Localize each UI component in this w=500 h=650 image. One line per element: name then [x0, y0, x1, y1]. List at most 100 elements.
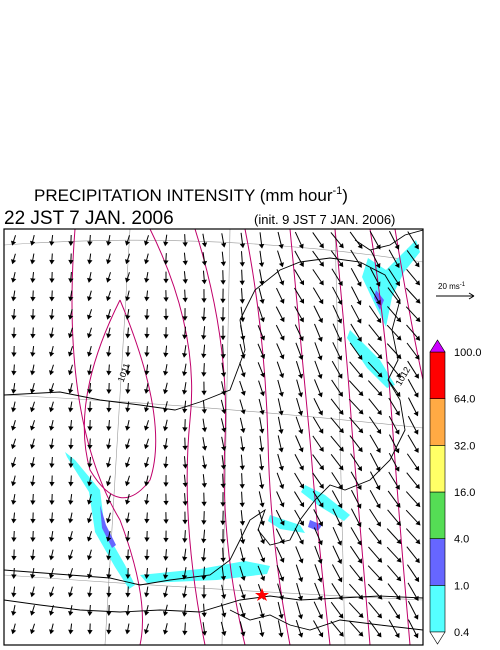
- wind-arrowhead: [258, 243, 265, 249]
- wind-arrowhead: [49, 333, 55, 339]
- wind-arrowhead: [357, 447, 363, 453]
- wind-arrowhead: [221, 427, 227, 433]
- wind-arrowhead: [297, 392, 303, 398]
- wind-arrowhead: [297, 373, 304, 379]
- wind-arrowhead: [376, 632, 382, 638]
- wind-arrowhead: [358, 372, 363, 378]
- wind-arrowhead: [87, 259, 93, 265]
- wind-arrowhead: [396, 372, 402, 378]
- wind-arrowhead: [87, 573, 93, 579]
- wind-arrowhead: [240, 539, 246, 545]
- wind-arrowhead: [377, 594, 383, 600]
- wind-arrowhead: [106, 407, 112, 413]
- wind-arrowhead: [377, 613, 383, 619]
- wind-arrowhead: [144, 462, 150, 468]
- wind-arrowhead: [415, 502, 421, 508]
- wind-arrowhead: [279, 502, 285, 508]
- wind-arrowhead: [338, 595, 343, 601]
- wind-arrowhead: [144, 388, 150, 394]
- precip-areas: [65, 240, 420, 589]
- wind-arrowhead: [356, 318, 362, 324]
- wind-arrowhead: [240, 372, 246, 378]
- wind-arrowhead: [182, 556, 188, 562]
- wind-arrowhead: [338, 243, 344, 249]
- wind-arrowhead: [298, 539, 304, 545]
- wind-arrowhead: [48, 388, 55, 394]
- wind-arrowhead: [377, 372, 383, 378]
- wind-arrowhead: [317, 373, 323, 380]
- wind-arrowhead: [259, 280, 265, 286]
- wind-vectors: [10, 230, 421, 639]
- wind-arrowhead: [259, 520, 265, 526]
- colorbar-label: 4.0: [454, 534, 469, 546]
- wind-arrowhead: [181, 593, 188, 599]
- wind-arrowhead: [260, 557, 266, 563]
- wind-arrowhead: [338, 613, 344, 619]
- wind-arrowhead: [125, 389, 131, 394]
- wind-arrowhead: [240, 335, 246, 341]
- wind-arrowhead: [278, 391, 284, 397]
- wind-arrowhead: [201, 557, 207, 562]
- colorbar-over: [429, 339, 446, 353]
- wind-arrowhead: [220, 520, 226, 526]
- wind-arrowhead: [29, 629, 36, 635]
- wind-arrowhead: [163, 370, 169, 376]
- wind-arrowhead: [86, 536, 93, 542]
- wind-arrowhead: [414, 483, 420, 490]
- wind-arrowhead: [125, 592, 131, 598]
- wind-arrowhead: [106, 574, 112, 579]
- wind-arrowhead: [144, 407, 150, 413]
- wind-arrowhead: [162, 426, 169, 432]
- wind-arrowhead: [376, 409, 382, 416]
- wind-arrowhead: [181, 371, 188, 377]
- wind-arrowhead: [125, 352, 131, 357]
- wind-arrowhead: [10, 240, 17, 246]
- colorbar-label: 32.0: [454, 440, 475, 452]
- wind-arrowhead: [375, 503, 381, 509]
- wind-arrowhead: [144, 518, 150, 524]
- wind-arrowhead: [163, 278, 169, 284]
- wind-arrowhead: [29, 610, 36, 616]
- wind-arrowhead: [29, 407, 36, 413]
- wind-arrowhead: [279, 298, 285, 304]
- wind-arrowhead: [239, 262, 245, 267]
- wind-arrowhead: [338, 465, 344, 471]
- wind-arrowhead: [337, 299, 343, 305]
- wind-arrowhead: [162, 629, 169, 635]
- wind-arrowhead: [68, 536, 74, 542]
- wind-arrowhead: [11, 610, 17, 616]
- wind-arrowhead: [298, 558, 304, 564]
- wind-arrowhead: [143, 425, 150, 431]
- wind-arrowhead: [125, 574, 131, 579]
- wind-arrowhead: [125, 315, 131, 320]
- wind-arrowhead: [358, 409, 364, 415]
- wind-arrowhead: [144, 500, 150, 505]
- wind-arrowhead: [396, 538, 402, 545]
- wind-arrowhead: [163, 500, 169, 506]
- wind-arrowhead: [68, 518, 74, 524]
- wind-arrowhead: [395, 299, 401, 305]
- wind-arrowhead: [220, 557, 226, 563]
- wind-arrowhead: [201, 630, 208, 636]
- wind-arrowhead: [298, 632, 304, 638]
- wind-arrowhead: [414, 373, 419, 379]
- wind-arrowhead: [318, 280, 324, 286]
- wind-arrowhead: [182, 427, 188, 432]
- wind-arrowhead: [49, 278, 55, 283]
- wind-arrowhead: [221, 612, 227, 618]
- wind-arrowhead: [395, 614, 400, 620]
- wind-arrowhead: [182, 445, 188, 451]
- wind-arrowhead: [220, 483, 226, 489]
- wind-arrowhead: [201, 501, 207, 507]
- wind-arrowhead: [317, 336, 323, 342]
- wind-arrowhead: [30, 500, 36, 505]
- wind-arrowhead: [182, 316, 188, 321]
- wind-arrowhead: [182, 297, 188, 303]
- wind-arrowhead: [49, 444, 55, 450]
- wind-arrowhead: [201, 483, 207, 488]
- wind-arrowhead: [337, 280, 343, 287]
- wind-arrowhead: [10, 425, 17, 431]
- wind-arrowhead: [239, 446, 246, 452]
- wind-arrowhead: [182, 242, 188, 247]
